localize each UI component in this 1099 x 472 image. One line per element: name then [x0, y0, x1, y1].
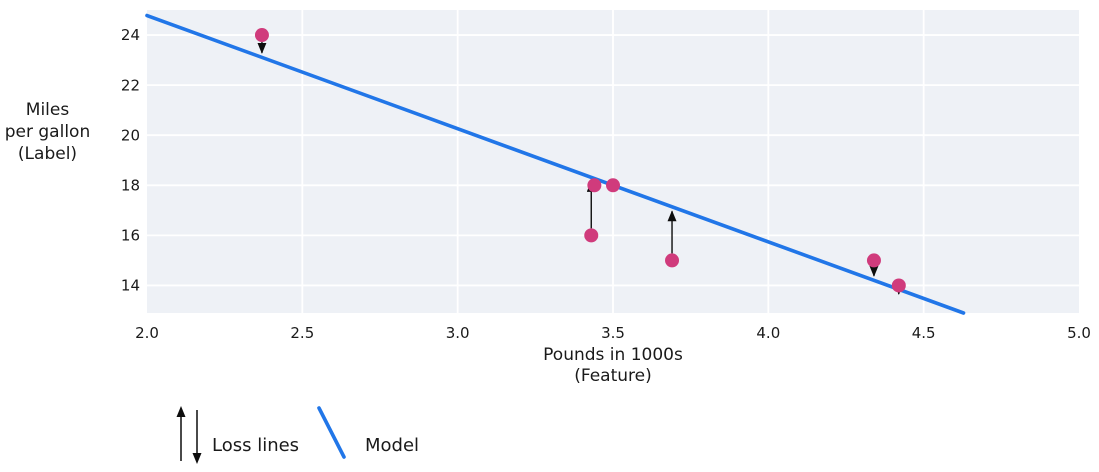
data-point [587, 178, 602, 193]
x-tick-label: 5.0 [1067, 324, 1091, 342]
legend-loss-lines-label: Loss lines [212, 435, 300, 456]
y-axis-title: Miles per gallon (Label) [0, 99, 95, 165]
x-axis-title-line1: Pounds in 1000s [543, 345, 683, 365]
data-point [891, 278, 906, 293]
y-tick-labels: 14 16 18 20 22 24 [121, 26, 140, 294]
y-tick-label: 22 [121, 76, 140, 94]
x-tick-label: 4.0 [756, 324, 780, 342]
data-point [254, 28, 269, 43]
x-tick-labels: 2.0 2.5 3.0 3.5 4.0 4.5 5.0 [135, 324, 1091, 342]
data-point [584, 228, 599, 243]
model-line-segment [145, 13, 966, 315]
gridlines [147, 10, 1079, 313]
x-tick-label: 3.5 [601, 324, 625, 342]
y-tick-label: 24 [121, 26, 140, 44]
y-tick-label: 14 [121, 277, 140, 295]
x-tick-label: 2.5 [290, 324, 314, 342]
y-axis-title-line3: (Label) [17, 144, 78, 164]
model-line-icon [317, 406, 346, 459]
x-tick-label: 3.0 [446, 324, 470, 342]
x-tick-label: 2.0 [135, 324, 159, 342]
x-axis-title: Pounds in 1000s (Feature) [463, 345, 763, 387]
y-tick-label: 18 [121, 176, 140, 194]
x-tick-label: 4.5 [912, 324, 936, 342]
loss-lines-icon [176, 406, 202, 464]
data-point [866, 253, 881, 268]
legend-model-label: Model [365, 435, 420, 456]
y-tick-label: 20 [121, 126, 140, 144]
data-point [665, 253, 680, 268]
y-axis-title-line1: Miles [25, 100, 70, 120]
x-axis-title-line2: (Feature) [574, 366, 652, 386]
model-line [145, 13, 966, 315]
data-points [254, 28, 906, 293]
y-axis-title-line2: per gallon [4, 122, 91, 142]
data-point [606, 178, 620, 193]
y-tick-label: 16 [121, 227, 140, 245]
